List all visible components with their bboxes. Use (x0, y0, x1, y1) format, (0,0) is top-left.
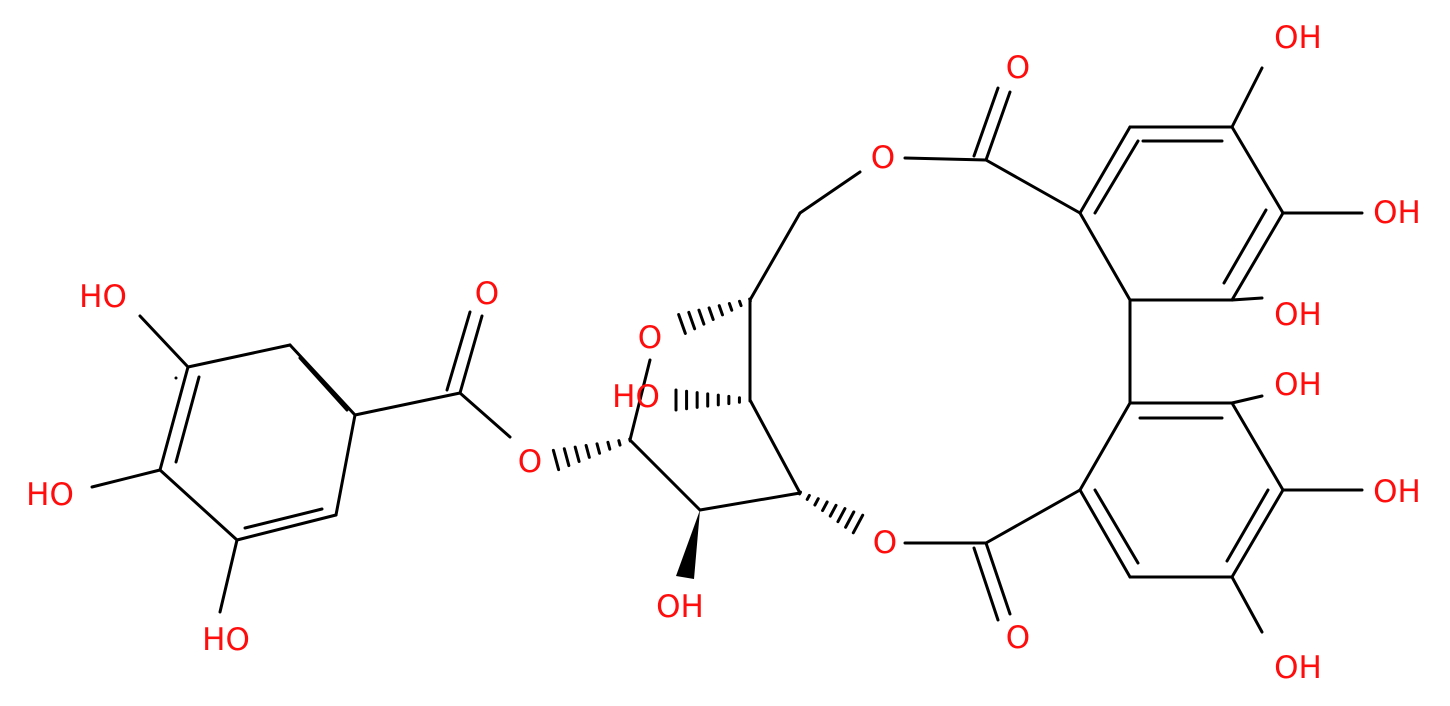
bond (1230, 66, 1264, 129)
bond (798, 170, 862, 215)
bond (458, 391, 512, 439)
bonds (90, 66, 1364, 634)
bond (90, 468, 162, 489)
bond (298, 356, 349, 412)
atom-label: OH (1373, 195, 1421, 231)
bond (138, 314, 190, 369)
atom-label: OH (1274, 367, 1322, 403)
bond (1230, 575, 1264, 634)
bond (828, 503, 838, 518)
bond (984, 488, 1082, 545)
bond (218, 538, 239, 614)
bond (458, 314, 484, 395)
bond (1222, 208, 1268, 285)
bond (851, 513, 865, 535)
bond (984, 541, 1012, 616)
bond (551, 448, 561, 472)
bond (972, 546, 1000, 622)
bond (697, 308, 706, 326)
atom-label: HO (202, 622, 250, 658)
bond (353, 391, 462, 417)
bond (813, 497, 820, 507)
bond (1078, 211, 1132, 302)
bond (984, 158, 1082, 215)
bond (844, 510, 856, 529)
bond (748, 398, 802, 495)
bond (748, 297, 752, 303)
bond (748, 211, 802, 302)
bond (821, 500, 829, 513)
bond (1078, 401, 1132, 492)
bond (677, 313, 687, 335)
bond (235, 513, 338, 542)
bond (1230, 211, 1285, 302)
bond (628, 437, 632, 443)
bond (562, 447, 571, 468)
bond (1230, 401, 1285, 492)
bond (1230, 125, 1285, 215)
bond (1225, 488, 1270, 563)
bond (903, 156, 988, 162)
atom-label: HO (79, 279, 127, 315)
bond (798, 490, 802, 496)
bond (1078, 125, 1132, 215)
bond (1230, 296, 1264, 302)
bond (617, 439, 622, 447)
bond (687, 310, 697, 331)
bond (186, 343, 292, 369)
atom-label: HO (612, 379, 660, 415)
bond (738, 299, 743, 308)
bond (972, 86, 1000, 158)
bond (584, 443, 591, 459)
atom-label: O (871, 140, 895, 176)
atom-label: O (518, 444, 542, 480)
bond (158, 365, 190, 472)
bond (1093, 139, 1140, 215)
bond (984, 90, 1012, 162)
atom-label: OH (656, 589, 704, 625)
bond (243, 507, 324, 530)
atom-label: HO (26, 477, 74, 513)
bond (1230, 394, 1264, 405)
atom-label: OH (1373, 474, 1421, 510)
bond (1230, 488, 1285, 579)
atom-label: O (1006, 50, 1030, 86)
bond (628, 438, 702, 512)
bond (836, 507, 847, 524)
atom-label: OH (1274, 20, 1322, 56)
bond (445, 310, 472, 392)
atom-label: O (1006, 620, 1030, 656)
bond (595, 442, 602, 455)
wedge-bond (676, 510, 700, 579)
bond (606, 440, 612, 451)
atom-label: O (638, 320, 662, 356)
bond (717, 304, 724, 317)
atom-label: O (475, 276, 499, 312)
bond (174, 375, 201, 464)
bond (158, 468, 239, 542)
bond (698, 491, 802, 512)
atom-label: OH (1274, 297, 1322, 333)
bond (628, 358, 652, 442)
bond (1078, 488, 1132, 579)
bond (1093, 488, 1140, 565)
bond (707, 306, 715, 322)
bond (805, 493, 811, 501)
bond (288, 343, 357, 417)
bond (334, 413, 357, 517)
bond (727, 301, 734, 312)
atom-label: O (873, 525, 897, 561)
bond (573, 445, 581, 463)
atom-label: OH (1274, 650, 1322, 686)
